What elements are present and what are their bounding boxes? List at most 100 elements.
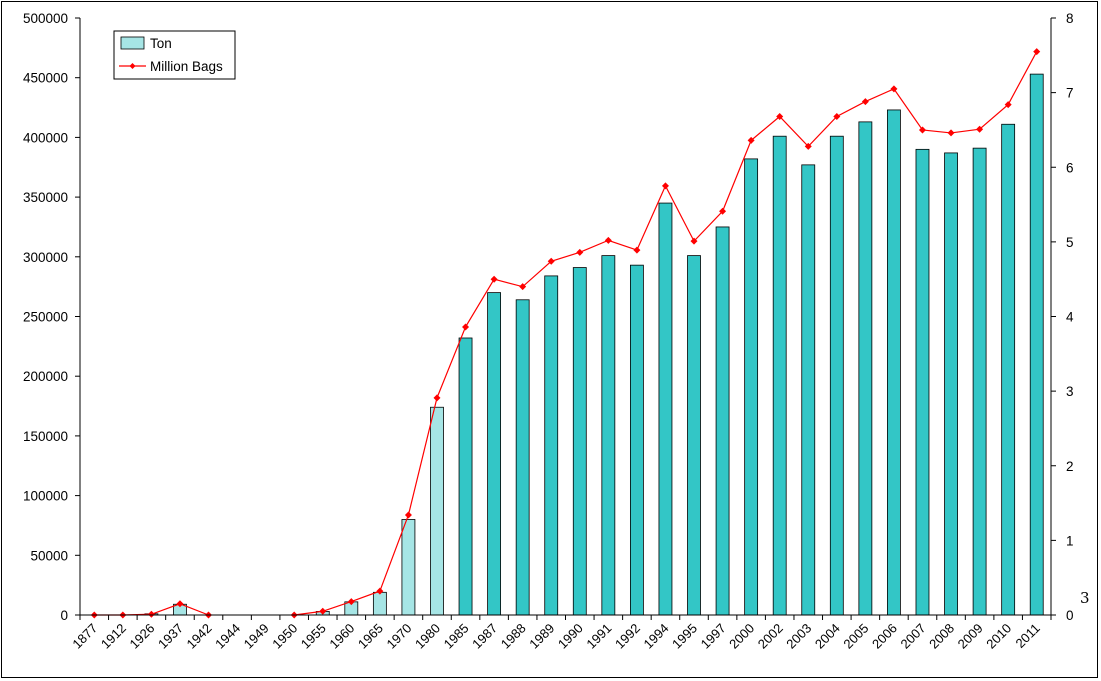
point-2003: [804, 142, 812, 150]
y-right-tick-label: 1: [1066, 533, 1074, 548]
bar-2011: [1029, 73, 1044, 616]
x-tick-label-1970: 1970: [383, 621, 414, 652]
x-tick-label-1912: 1912: [98, 621, 129, 652]
bar-2006: [887, 109, 901, 616]
point-2007: [918, 126, 926, 134]
y-right-tick-label: 5: [1066, 235, 1074, 250]
x-tick-label-1989: 1989: [526, 621, 557, 652]
x-tick-label-1950: 1950: [269, 621, 300, 652]
x-tick-label-1926: 1926: [126, 621, 157, 652]
bar-2009: [972, 147, 987, 616]
bar-2007: [915, 148, 930, 616]
x-tick-label-1877: 1877: [69, 621, 100, 652]
x-tick-label-2011: 2011: [1012, 621, 1042, 651]
bar-1989: [544, 275, 559, 616]
y-left-tick-label: 500000: [23, 11, 68, 26]
point-1980: [433, 394, 441, 402]
bar-2004: [829, 135, 844, 616]
x-tick-label-2002: 2002: [755, 621, 786, 652]
y-right-tick-label: 2: [1066, 459, 1074, 474]
x-tick-label-2009: 2009: [955, 621, 986, 652]
point-1989: [547, 257, 555, 265]
y-left-tick-label: 450000: [23, 71, 68, 86]
y-left-tick-label: 0: [60, 608, 68, 623]
point-1994: [661, 182, 669, 190]
point-2000: [747, 136, 755, 144]
y-left-tick-label: 250000: [23, 310, 68, 325]
bar-1965: [372, 591, 387, 616]
y-left-tick-label: 200000: [23, 369, 68, 384]
point-1992: [633, 246, 641, 254]
point-1985: [462, 323, 470, 331]
point-2004: [833, 113, 841, 121]
x-tick-label-1980: 1980: [412, 621, 443, 652]
point-1960: [347, 598, 355, 606]
bars-layer: [144, 73, 1044, 616]
y-right-tick-label: 6: [1066, 160, 1074, 175]
bar-1987: [487, 292, 502, 616]
legend-swatch-ton: [120, 36, 145, 50]
bar-1985: [458, 337, 473, 616]
y-left-tick-label: 50000: [30, 548, 68, 563]
y-right-tick-label: 3: [1066, 384, 1074, 399]
x-tick-label-1942: 1942: [184, 621, 215, 652]
bar-1991: [601, 255, 616, 616]
point-2009: [976, 125, 984, 133]
x-tick-label-1988: 1988: [498, 621, 529, 652]
y-left-tick-label: 100000: [23, 489, 68, 504]
bar-1980: [430, 406, 444, 616]
x-tick-label-1937: 1937: [155, 621, 186, 652]
point-1987: [490, 275, 498, 283]
point-1970: [404, 511, 412, 519]
point-1997: [719, 207, 727, 215]
point-2011: [1033, 48, 1041, 56]
bar-2000: [744, 158, 759, 616]
bar-1995: [687, 255, 701, 616]
bar-1997: [715, 226, 730, 616]
y-left-tick-label: 400000: [23, 130, 68, 145]
x-tick-label-1944: 1944: [212, 621, 243, 652]
legend-label-ton: Ton: [150, 36, 172, 51]
line-layer: [90, 48, 1041, 619]
point-2002: [776, 113, 784, 121]
x-tick-label-1960: 1960: [326, 621, 357, 652]
bar-2002: [772, 135, 787, 616]
x-tick-label-1994: 1994: [641, 621, 672, 652]
bar-2005: [858, 121, 873, 616]
y-left-tick-label: 150000: [23, 429, 68, 444]
x-tick-label-1995: 1995: [669, 621, 700, 652]
x-tick-label-2006: 2006: [869, 621, 900, 652]
y-right-tick-label: 8: [1066, 11, 1074, 26]
x-tick-label-2008: 2008: [926, 621, 957, 652]
y-right-tick-label: 0: [1066, 608, 1074, 623]
bar-2003: [801, 164, 816, 616]
point-1990: [576, 248, 584, 256]
x-tick-label-1990: 1990: [555, 621, 586, 652]
point-1955: [319, 607, 327, 615]
x-tick-label-2004: 2004: [812, 621, 843, 652]
x-tick-label-1955: 1955: [298, 621, 329, 652]
x-tick-label-1987: 1987: [469, 621, 500, 652]
x-tick-label-1965: 1965: [355, 621, 386, 652]
legend-label-million-bags: Million Bags: [150, 59, 223, 74]
point-1926: [147, 610, 155, 618]
bar-1970: [401, 519, 416, 616]
point-1965: [376, 587, 384, 595]
point-1991: [604, 236, 612, 244]
bar-2008: [944, 152, 958, 616]
x-tick-label-1985: 1985: [441, 621, 472, 652]
x-tick-label-1992: 1992: [612, 621, 643, 652]
legend: Ton Million Bags: [113, 30, 236, 80]
x-tick-label-1997: 1997: [698, 621, 729, 652]
y-right-tick-label: 4: [1066, 310, 1074, 325]
point-2008: [947, 129, 955, 137]
x-tick-label-2007: 2007: [898, 621, 929, 652]
x-tick-label-2003: 2003: [783, 621, 814, 652]
point-2006: [890, 85, 898, 93]
x-tick-label-1991: 1991: [583, 621, 614, 652]
legend-marker-million-bags: [129, 63, 136, 69]
point-2005: [861, 98, 869, 106]
bar-1988: [515, 299, 530, 616]
